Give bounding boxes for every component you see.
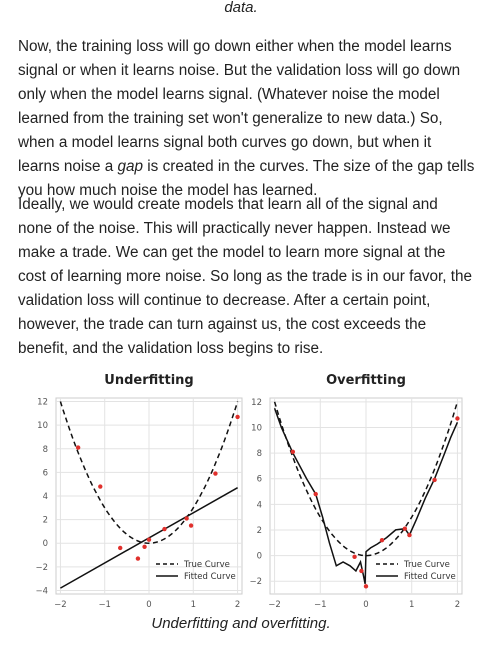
y-tick-label: 12 [37,398,48,408]
chart-title: Overfitting [326,373,406,388]
legend-label: Fitted Curve [184,572,236,582]
y-tick-label: 2 [43,516,48,526]
data-point [118,545,123,551]
paragraph-gap-text-b: is created in the curves. The size of th… [18,158,475,199]
data-point [142,544,147,549]
data-point [379,537,385,543]
fitted-curve-line [273,407,459,584]
y-tick-label: 4 [257,500,262,510]
figure-caption: Underfitting and overfitting. [151,615,331,632]
data-point [184,516,189,521]
paragraph-gap-text-a: Now, the training loss will go down eith… [18,38,461,175]
y-tick-label: −2 [35,563,48,573]
data-point [98,484,103,489]
y-tick-label: 8 [43,445,48,455]
y-tick-label: 6 [257,475,262,485]
paragraph-gap: Now, the training loss will go down eith… [18,35,476,203]
y-tick-label: −2 [249,577,262,587]
y-tick-label: 4 [43,492,48,502]
paragraph-trade: Ideally, we would create models that lea… [18,196,473,357]
x-tick-label: −1 [314,600,327,610]
data-point [363,584,369,589]
x-tick-label: 0 [363,600,368,610]
y-tick-label: 10 [37,421,48,431]
data-point [359,568,364,574]
x-tick-label: 2 [455,600,460,610]
data-point [313,491,318,497]
y-tick-label: 0 [257,552,262,562]
legend-label: True Curve [403,560,450,570]
legend-label: True Curve [183,560,230,570]
true-curve-line [59,401,239,544]
data-point [432,477,437,483]
data-point [407,532,412,538]
x-tick-label: −2 [54,600,67,610]
y-tick-label: 10 [251,423,262,433]
x-tick-label: 0 [146,600,151,610]
data-point [352,554,357,560]
y-tick-label: 8 [257,449,262,459]
x-tick-label: −2 [268,600,281,610]
data-point [235,414,240,420]
data-point [146,537,152,542]
data-point [162,526,167,532]
y-tick-label: 0 [43,539,48,549]
legend-label: Fitted Curve [404,572,456,582]
data-point [75,445,81,450]
y-tick-label: 12 [251,398,262,408]
previous-paragraph-end: data. [224,0,258,16]
true-curve-line [273,401,459,557]
x-tick-label: 1 [191,600,196,610]
x-tick-label: −1 [98,600,111,610]
data-point [213,471,218,476]
y-tick-label: 6 [43,468,48,478]
x-tick-label: 2 [235,600,240,610]
y-tick-label: −4 [35,586,48,596]
data-point [135,556,141,561]
data-point [188,523,194,528]
data-point [290,449,296,455]
data-point [402,526,408,531]
y-tick-label: 2 [257,526,262,536]
x-tick-label: 1 [409,600,414,610]
paragraph-gap-emphasis: gap [117,158,144,175]
chart-title: Underfitting [104,373,193,388]
data-point [455,416,460,421]
